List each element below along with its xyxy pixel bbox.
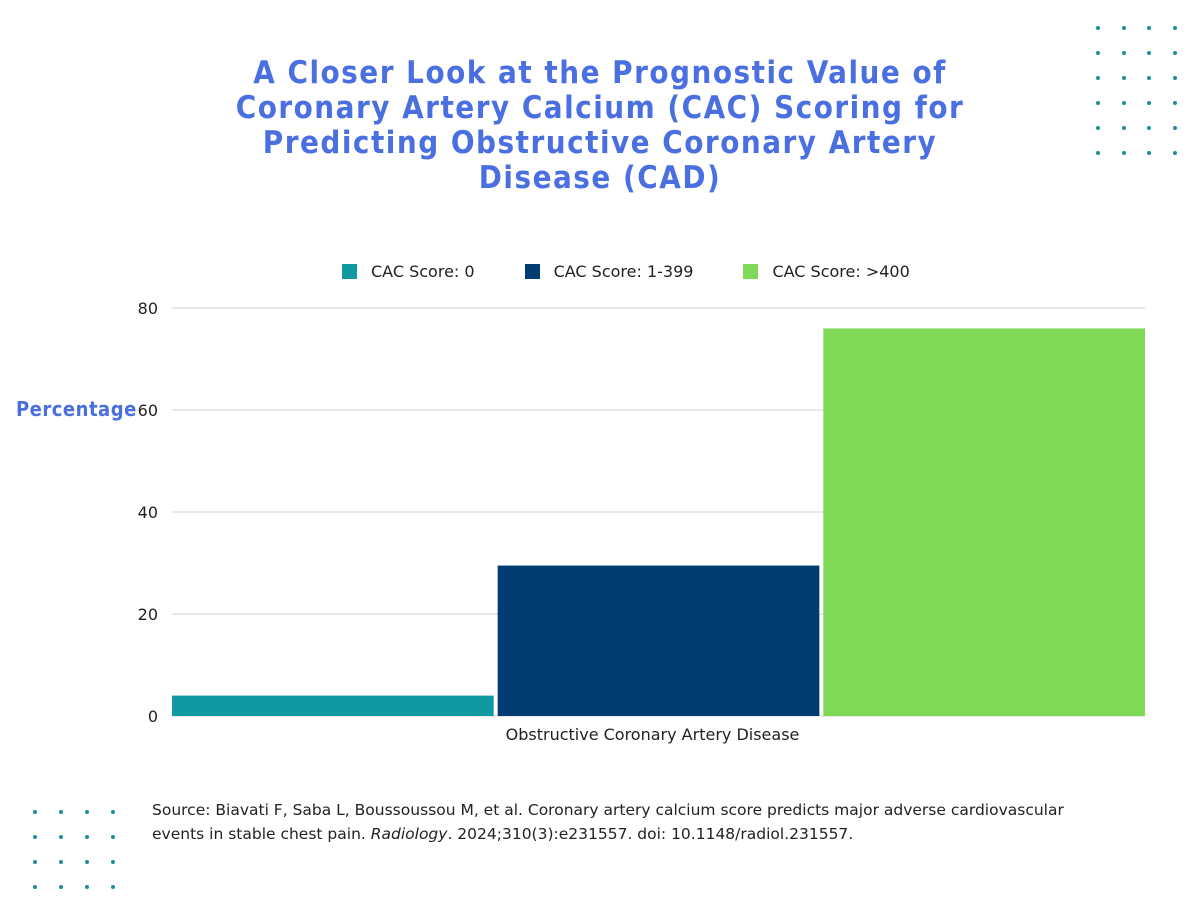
chart-legend: CAC Score: 0 CAC Score: 1-399 CAC Score:… (342, 262, 960, 281)
decorative-dot (1172, 151, 1177, 155)
decorative-dot (1147, 76, 1151, 80)
source-suffix: . 2024;310(3):e231557. doi: 10.1148/radi… (447, 825, 854, 843)
bar-cac-1-399 (497, 565, 820, 716)
decorative-dot (1121, 76, 1126, 80)
bar-cac-0 (172, 695, 494, 716)
decorative-dot (85, 810, 89, 814)
legend-label-cac-0: CAC Score: 0 (371, 262, 475, 281)
decorative-dot (33, 810, 37, 814)
source-citation: Source: Biavati F, Saba L, Boussoussou M… (152, 798, 1102, 846)
y-tick-label: 60 (138, 401, 158, 420)
y-axis-label: Percentage (16, 397, 137, 421)
decorative-dot (85, 835, 89, 839)
y-tick-label: 80 (138, 299, 158, 318)
decorative-dot (1147, 151, 1151, 155)
decorative-dot (59, 835, 63, 839)
decorative-dot (1147, 26, 1151, 30)
decorative-dot (1147, 101, 1151, 105)
decorative-dot (85, 860, 89, 864)
source-journal: Radiology (370, 825, 448, 843)
decorative-dot (1172, 51, 1177, 55)
decorative-dot (1121, 26, 1126, 30)
decorative-dot (1096, 76, 1100, 80)
decorative-dot (1121, 151, 1126, 155)
decorative-dot (33, 835, 37, 839)
decorative-dot (111, 810, 115, 814)
decorative-dot (1121, 126, 1126, 130)
legend-item-cac-400: CAC Score: >400 (743, 262, 910, 281)
decorative-dot (59, 860, 63, 864)
decorative-dot (1172, 76, 1177, 80)
x-category-label: Obstructive Coronary Artery Disease (506, 725, 800, 744)
y-tick-label: 40 (138, 503, 158, 522)
decorative-dot (1096, 101, 1100, 105)
decorative-dot (33, 860, 37, 864)
decorative-dot (1096, 26, 1100, 30)
chart-title: A Closer Look at the Prognostic Value of… (235, 55, 965, 196)
decorative-dot (1121, 51, 1126, 55)
decorative-dot (1172, 101, 1177, 105)
decorative-dot (1147, 51, 1151, 55)
decorative-dot (59, 885, 63, 889)
source-prefix: Source: Biavati F, Saba L, Boussoussou M… (152, 801, 1064, 843)
legend-item-cac-1-399: CAC Score: 1-399 (524, 262, 694, 281)
decorative-dot (1096, 51, 1100, 55)
decorative-dot (1121, 101, 1126, 105)
decorative-dot (1147, 126, 1151, 130)
decorative-dot (85, 885, 89, 889)
decorative-dot (33, 885, 37, 889)
bar-cac-400 (823, 328, 1145, 716)
y-tick-label: 0 (148, 707, 158, 726)
legend-item-cac-0: CAC Score: 0 (342, 262, 475, 281)
decorative-dot (59, 810, 63, 814)
decorative-dot (1172, 26, 1177, 30)
decorative-dot (1096, 151, 1100, 155)
decorative-dot (111, 835, 115, 839)
legend-swatch-cac-400 (743, 264, 759, 279)
decorative-dot (1096, 126, 1100, 130)
legend-label-cac-400: CAC Score: >400 (772, 262, 910, 281)
decorative-dot (111, 885, 115, 889)
legend-label-cac-1-399: CAC Score: 1-399 (553, 262, 694, 281)
y-tick-label: 20 (138, 605, 158, 624)
legend-swatch-cac-0 (342, 264, 357, 279)
decorative-dot (1172, 126, 1177, 130)
legend-swatch-cac-1-399 (524, 264, 540, 279)
decorative-dot (111, 860, 115, 864)
